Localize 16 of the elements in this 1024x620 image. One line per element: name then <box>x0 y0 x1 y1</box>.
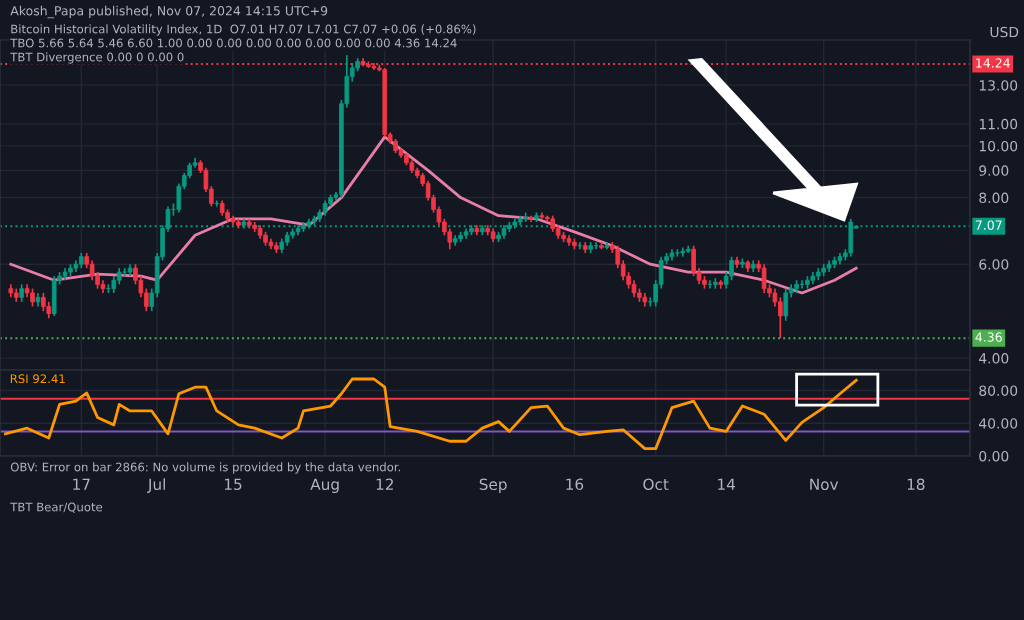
candlestick <box>761 263 767 294</box>
candlestick <box>447 227 453 251</box>
line-series <box>9 135 858 295</box>
candlestick <box>729 255 734 282</box>
candlestick <box>691 244 696 277</box>
candlestick <box>51 275 57 317</box>
candlestick <box>799 279 805 290</box>
candlestick <box>778 296 783 339</box>
candlestick <box>707 279 713 290</box>
candlestick <box>577 241 583 251</box>
line-series <box>4 377 858 451</box>
candlestick <box>712 277 718 290</box>
candlestick <box>783 287 789 322</box>
candlestick <box>593 241 599 251</box>
candlestick <box>89 259 95 282</box>
candlestick <box>41 292 46 312</box>
